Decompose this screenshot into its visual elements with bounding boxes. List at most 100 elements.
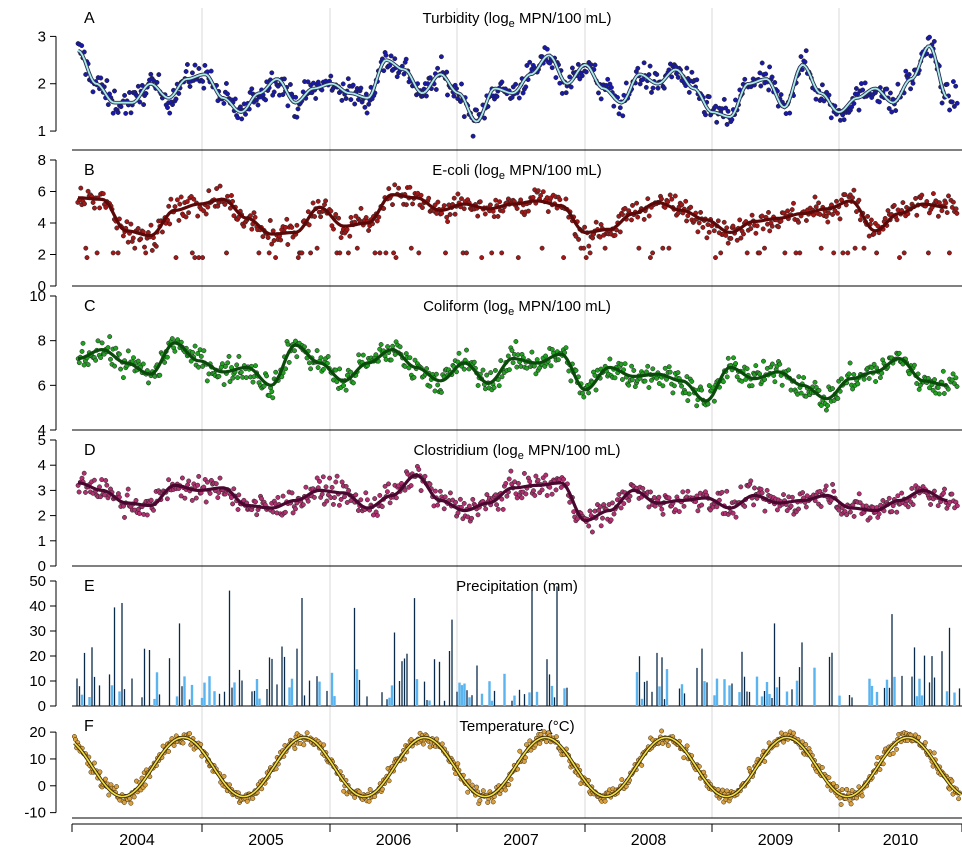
- data-point: [906, 371, 912, 377]
- data-point: [796, 219, 801, 225]
- data-point: [608, 517, 614, 523]
- data-point: [329, 484, 335, 490]
- data-point: [305, 209, 311, 215]
- data-point: [619, 377, 625, 382]
- data-point: [455, 510, 461, 516]
- data-point: [954, 210, 960, 216]
- year-label: 2006: [376, 832, 412, 849]
- data-point: [666, 495, 672, 501]
- data-point: [208, 68, 214, 74]
- data-point: [337, 366, 343, 372]
- data-point: [374, 512, 380, 518]
- data-point: [855, 381, 861, 387]
- data-point: [222, 201, 228, 207]
- data-point: [484, 372, 490, 378]
- data-point: [251, 210, 257, 216]
- data-point: [379, 504, 385, 510]
- data-point: [553, 75, 559, 81]
- data-point: [238, 369, 244, 375]
- data-point: [650, 250, 656, 256]
- data-point: [539, 245, 545, 251]
- data-point: [650, 85, 656, 91]
- data-point: [475, 512, 481, 518]
- data-point: [113, 345, 119, 351]
- data-point: [260, 234, 266, 240]
- data-point: [401, 71, 407, 77]
- data-point: [103, 478, 109, 483]
- data-point: [229, 193, 234, 198]
- data-point: [83, 489, 88, 495]
- data-point: [689, 378, 695, 384]
- data-point: [105, 102, 111, 108]
- data-point: [772, 80, 778, 85]
- data-point: [524, 63, 530, 68]
- data-point: [861, 245, 867, 251]
- data-point: [397, 344, 403, 350]
- data-point: [583, 255, 589, 261]
- data-point: [377, 250, 383, 256]
- data-point: [76, 489, 82, 495]
- data-point: [694, 77, 700, 83]
- data-point: [356, 352, 362, 358]
- data-point: [916, 386, 922, 392]
- data-point: [645, 196, 651, 202]
- data-point: [840, 250, 846, 256]
- data-point: [950, 371, 956, 377]
- data-point: [475, 213, 481, 219]
- data-point: [561, 476, 567, 482]
- data-point: [642, 378, 648, 384]
- data-point: [525, 208, 531, 214]
- data-point: [172, 348, 178, 354]
- data-point: [292, 746, 298, 752]
- data-point: [344, 227, 350, 233]
- data-point: [386, 186, 392, 192]
- data-point: [655, 85, 661, 91]
- data-point: [300, 502, 306, 508]
- data-point: [253, 499, 258, 505]
- year-label: 2010: [883, 832, 919, 849]
- data-point: [125, 486, 131, 492]
- data-point: [118, 104, 124, 110]
- data-point: [495, 213, 501, 219]
- data-point: [489, 250, 495, 256]
- data-point: [911, 362, 917, 368]
- plot-area: [75, 34, 960, 139]
- data-point: [273, 369, 279, 375]
- data-point: [488, 370, 494, 376]
- data-point: [581, 245, 587, 251]
- data-point: [953, 83, 959, 89]
- data-point: [235, 115, 241, 121]
- data-point: [304, 730, 310, 736]
- data-point: [480, 788, 486, 794]
- data-point: [679, 383, 685, 389]
- data-point: [312, 214, 318, 219]
- data-point: [502, 787, 508, 793]
- data-point: [348, 214, 354, 220]
- data-point: [777, 361, 783, 367]
- data-point: [469, 515, 475, 521]
- data-point: [383, 250, 389, 256]
- data-point: [579, 73, 585, 79]
- data-point: [630, 202, 635, 208]
- data-point: [305, 498, 311, 504]
- data-point: [216, 373, 222, 379]
- data-point: [336, 502, 342, 508]
- y-tick-label: 2: [38, 76, 46, 93]
- data-point: [831, 250, 837, 256]
- data-point: [758, 83, 764, 89]
- data-point: [769, 74, 775, 80]
- year-label: 2007: [503, 832, 539, 849]
- data-point: [353, 492, 359, 498]
- y-tick-label: 0: [38, 778, 46, 795]
- data-point: [515, 352, 521, 358]
- data-point: [135, 83, 141, 89]
- data-point: [464, 347, 469, 353]
- data-point: [79, 348, 85, 354]
- data-point: [738, 484, 744, 490]
- data-point: [186, 210, 192, 216]
- data-point: [388, 357, 394, 363]
- data-point: [819, 765, 825, 770]
- panel-title: Precipitation (mm): [456, 578, 578, 595]
- data-point: [235, 507, 241, 512]
- data-point: [509, 95, 515, 100]
